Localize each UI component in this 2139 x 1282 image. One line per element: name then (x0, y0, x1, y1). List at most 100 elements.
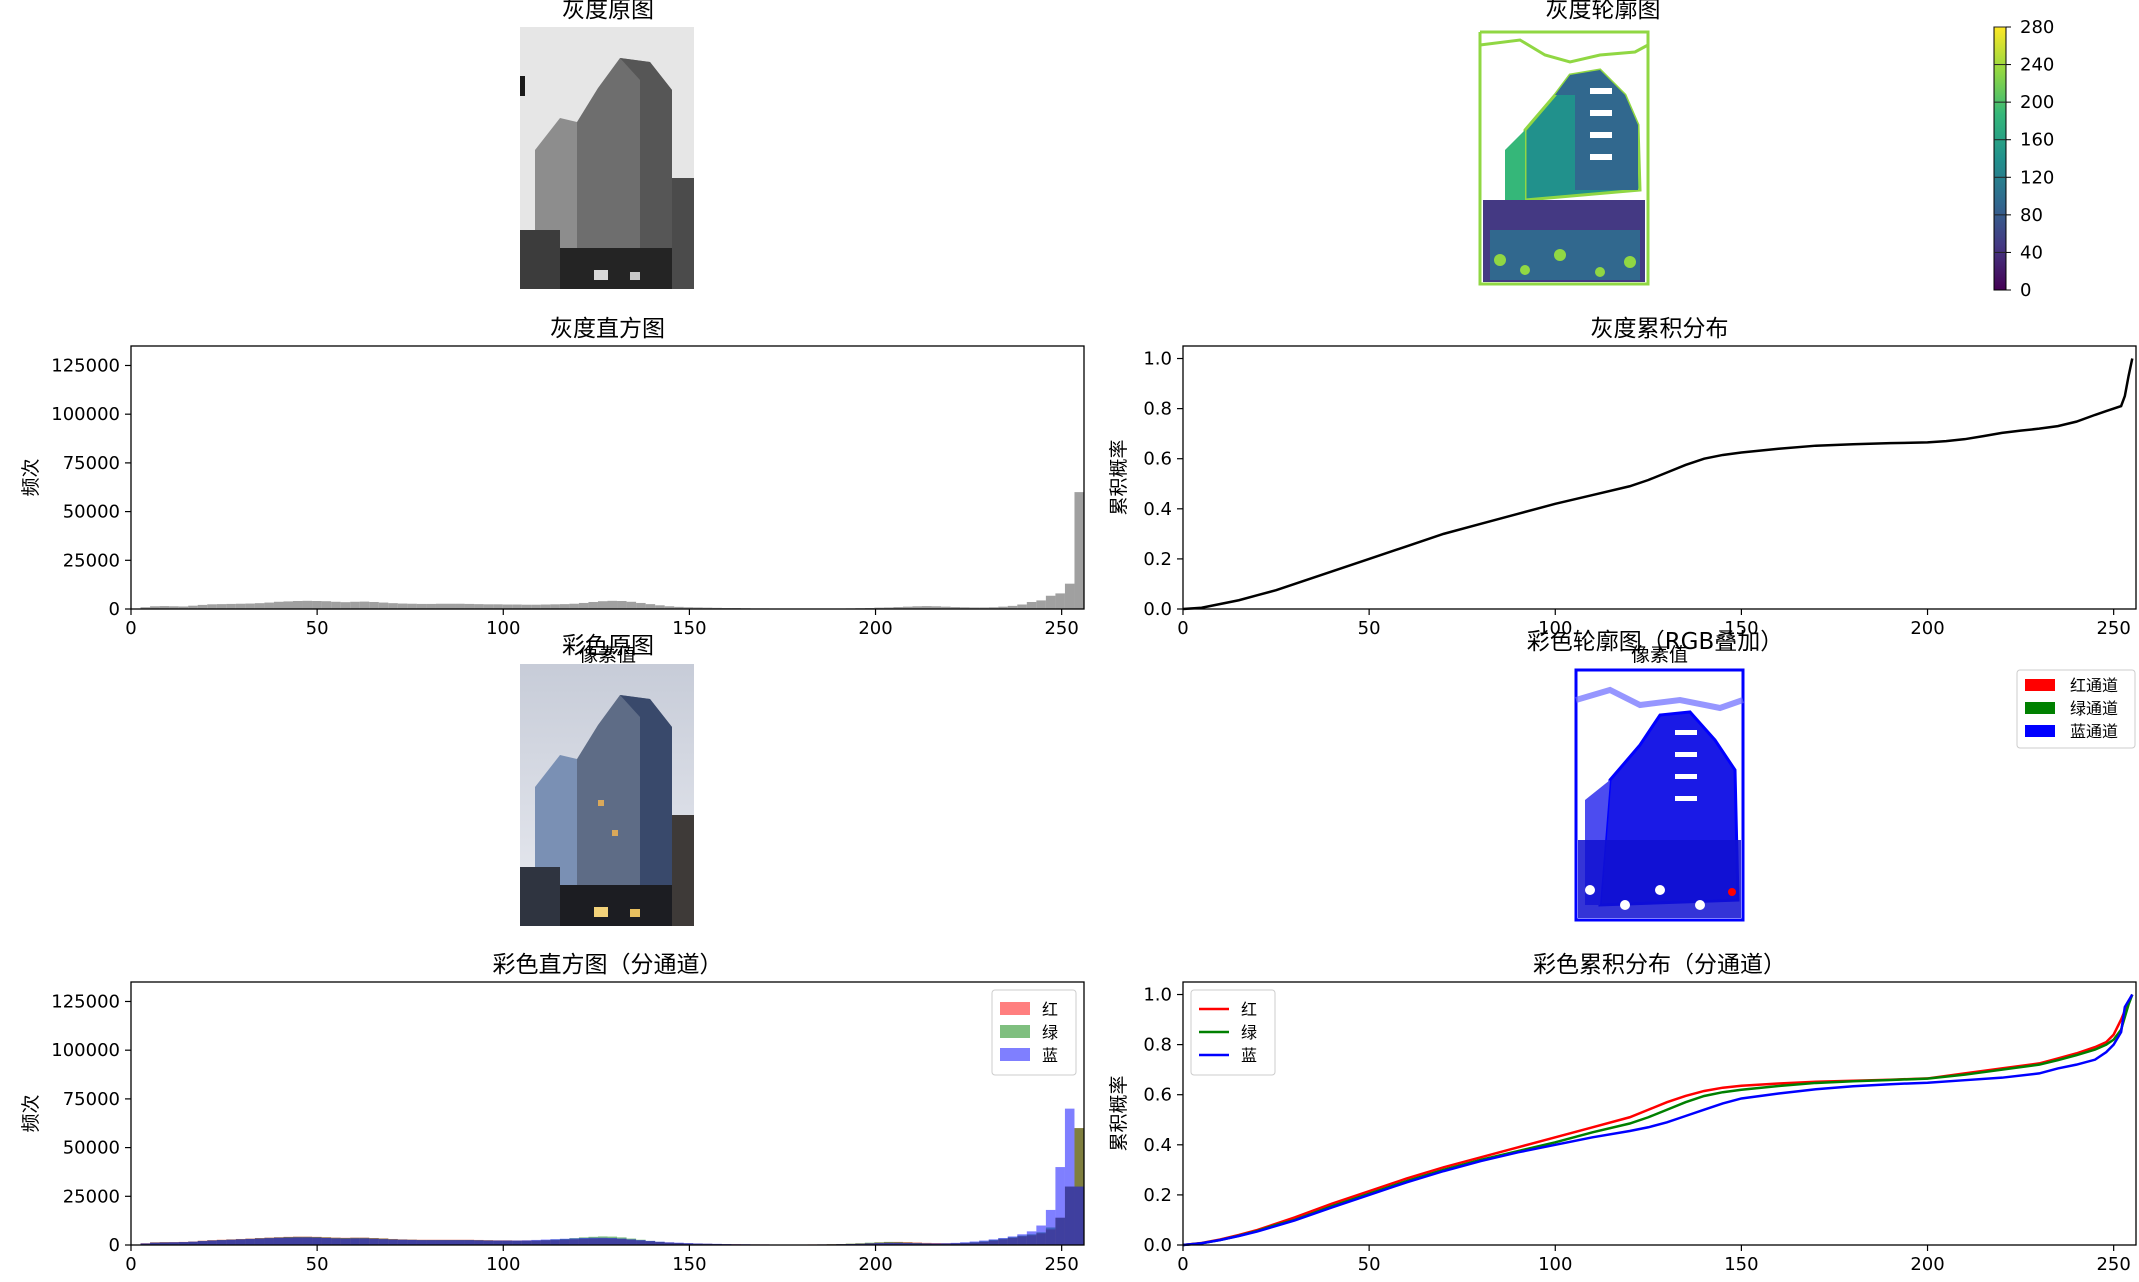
histogram-bar (264, 602, 274, 609)
x-tick-label: 100 (486, 1254, 520, 1275)
x-tick-label: 100 (1538, 1254, 1572, 1275)
histogram-bar (388, 603, 398, 609)
histogram-bar (674, 606, 684, 609)
histogram-bar (207, 1240, 217, 1245)
y-axis-label: 累积概率 (1108, 439, 1130, 515)
cdf-line (1182, 993, 2134, 1247)
histogram-bar (1017, 604, 1027, 609)
histogram-bar (483, 604, 494, 609)
legend-swatch (1000, 1025, 1030, 1038)
histogram-bar (636, 602, 646, 609)
histogram-bar (340, 1238, 351, 1245)
y-tick-label: 0.2 (1143, 1185, 1172, 1206)
y-tick-label: 25000 (63, 550, 120, 571)
chart-title: 灰度累积分布 (1591, 316, 1729, 342)
histogram-bar (969, 1241, 980, 1245)
x-axis-label: 像素值 (1631, 644, 1688, 666)
chart-title: 灰度直方图 (550, 316, 665, 342)
legend-label: 红 (1241, 1000, 1257, 1019)
histogram-bar (664, 606, 675, 609)
histogram-bar (979, 1240, 989, 1245)
histogram-bar (655, 605, 665, 609)
histogram-bar (245, 1238, 255, 1245)
histogram-bar (902, 606, 913, 609)
gray-histogram-chart: 灰度直方图 0 50 100 150 200 250 0 25000 50000 75000 1000… (20, 316, 1085, 666)
histogram-bar (331, 601, 341, 609)
histogram-bar (512, 1240, 522, 1245)
histogram-bar (455, 603, 465, 609)
x-tick-label: 200 (858, 1254, 892, 1275)
gray-image-title: 灰度原图 (562, 0, 654, 23)
histogram-bar (207, 604, 217, 609)
x-tick-label: 150 (672, 618, 706, 639)
histogram-bar (893, 1242, 903, 1245)
histogram-bar (998, 1237, 1008, 1245)
color-cdf-chart: 彩色累积分布（分通道） 0 50 100 150 200 250 0.0 0.2 0.4 0.6 0.… (1108, 952, 2137, 1275)
histogram-bar (245, 603, 255, 609)
chart-title: 彩色直方图（分通道） (493, 952, 723, 978)
colorbar-tick-label: 0 (2020, 280, 2031, 301)
histogram-bar (702, 1243, 713, 1245)
plot-frame (1182, 981, 2137, 1246)
histogram-bar (397, 603, 408, 609)
histogram-bar (979, 607, 989, 609)
histogram-bar (293, 1237, 303, 1245)
histogram-bar (941, 1243, 951, 1245)
histogram-bar (502, 604, 513, 609)
x-tick-label: 200 (858, 618, 892, 639)
x-tick-label: 0 (125, 1254, 136, 1275)
histogram-bar (302, 600, 313, 609)
histogram-bar (912, 1243, 922, 1245)
histogram-bar (1026, 1231, 1037, 1245)
histogram-bar (283, 1237, 294, 1245)
histogram-bar (883, 607, 894, 609)
histogram-bar (1074, 492, 1084, 609)
histogram-bar (540, 604, 551, 609)
histogram-bar (683, 607, 694, 609)
histogram-bar (264, 1238, 274, 1245)
histogram-bar (359, 601, 370, 609)
histogram-bar (254, 1238, 265, 1245)
x-tick-label: 200 (1910, 1254, 1944, 1275)
colorbar-tick-label: 240 (2020, 55, 2054, 76)
histogram-bar (178, 606, 189, 609)
histogram-bar (960, 1242, 970, 1245)
histogram-bar (521, 1240, 532, 1245)
histogram-bar (321, 1237, 332, 1245)
y-axis-label: 频次 (20, 458, 42, 496)
histogram-bar (1017, 1234, 1027, 1245)
histogram-bar (1074, 1128, 1084, 1245)
histogram-bar (407, 1239, 417, 1245)
histogram-bar (931, 1243, 942, 1245)
x-tick-label: 250 (1044, 618, 1078, 639)
histogram-bar (312, 601, 322, 609)
histogram-bar (617, 1238, 627, 1245)
chart-marks (131, 492, 1084, 609)
histogram-bar (531, 1239, 541, 1245)
color-image-title: 彩色原图 (562, 633, 654, 659)
histogram-bar (464, 603, 475, 609)
y-tick-label: 1.0 (1143, 985, 1172, 1006)
y-tick-label: 50000 (63, 502, 120, 523)
histogram-bar (178, 1242, 189, 1245)
histogram-bar (1064, 1108, 1075, 1245)
y-tick-label: 100000 (51, 1040, 120, 1061)
histogram-bar (693, 1243, 703, 1245)
histogram-bar (588, 1237, 598, 1245)
legend-green-label: 绿通道 (2070, 699, 2118, 718)
histogram-bar (950, 1242, 961, 1245)
histogram-bar (235, 1239, 246, 1245)
histogram-bar (464, 1240, 475, 1245)
histogram-bar (617, 601, 627, 609)
histogram-bar (531, 604, 541, 609)
legend-label: 蓝 (1042, 1046, 1058, 1065)
histogram-bar (693, 607, 703, 609)
colorbar-tick-label: 40 (2020, 242, 2043, 263)
histogram-bar (493, 1240, 503, 1245)
histogram-bar (445, 603, 456, 609)
cdf-line (1182, 994, 2134, 1247)
histogram-bar (159, 606, 170, 609)
histogram-bar (416, 603, 427, 609)
histogram-bar (912, 606, 922, 609)
histogram-bar (321, 601, 332, 609)
